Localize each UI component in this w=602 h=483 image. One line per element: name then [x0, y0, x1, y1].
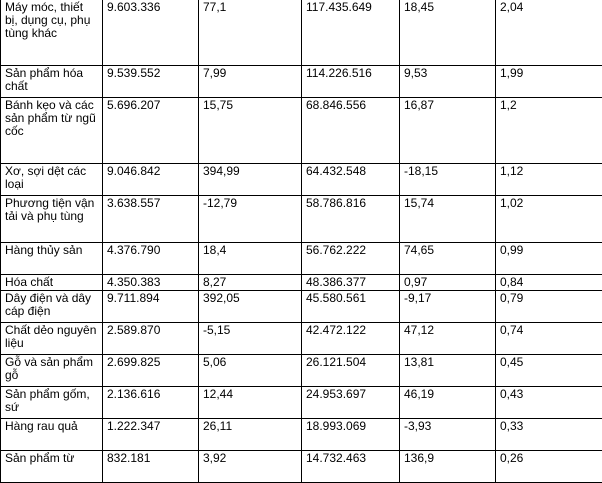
change-cell: 26,11: [199, 419, 302, 451]
share-cell: 0,74: [496, 323, 602, 355]
value-cell: 9.603.336: [103, 0, 199, 66]
cumulative-change-cell: 13,81: [400, 355, 496, 387]
change-cell: 7,99: [199, 66, 302, 98]
cumulative-change-cell: -3,93: [400, 419, 496, 451]
value-cell: 4.350.383: [103, 275, 199, 291]
product-name-cell: Bánh kẹo và các sản phẩm từ ngũ cốc: [1, 98, 103, 164]
change-cell: 392,05: [199, 291, 302, 323]
cumulative-value-cell: 18.993.069: [302, 419, 400, 451]
table-row: Xơ, sợi dệt các loại 9.046.842 394,99 64…: [1, 164, 602, 196]
product-name-cell: Xơ, sợi dệt các loại: [1, 164, 103, 196]
table-row: Gỗ và sản phẩm gỗ 2.699.825 5,06 26.121.…: [1, 355, 602, 387]
cumulative-change-cell: 9,53: [400, 66, 496, 98]
change-cell: -5,15: [199, 323, 302, 355]
table-row: Máy móc, thiết bị, dụng cụ, phụ tùng khá…: [1, 0, 602, 66]
cumulative-change-cell: 15,74: [400, 196, 496, 243]
product-name-cell: Sản phẩm gốm, sứ: [1, 387, 103, 419]
cumulative-value-cell: 58.786.816: [302, 196, 400, 243]
value-cell: 1.222.347: [103, 419, 199, 451]
change-cell: -12,79: [199, 196, 302, 243]
cumulative-value-cell: 14.732.463: [302, 451, 400, 483]
cumulative-change-cell: 0,97: [400, 275, 496, 291]
share-cell: 1,12: [496, 164, 602, 196]
table-row: Dây điện và dây cáp điện 9.711.894 392,0…: [1, 291, 602, 323]
product-name-cell: Hàng rau quả: [1, 419, 103, 451]
share-cell: 2,04: [496, 0, 602, 66]
table-row: Hàng thủy sản 4.376.790 18,4 56.762.222 …: [1, 243, 602, 275]
table-row: Sản phẩm gốm, sứ 2.136.616 12,44 24.953.…: [1, 387, 602, 419]
product-name-cell: Chất dẻo nguyên liệu: [1, 323, 103, 355]
change-cell: 394,99: [199, 164, 302, 196]
value-cell: 3.638.557: [103, 196, 199, 243]
cumulative-value-cell: 45.580.561: [302, 291, 400, 323]
cumulative-value-cell: 24.953.697: [302, 387, 400, 419]
cumulative-value-cell: 117.435.649: [302, 0, 400, 66]
change-cell: 77,1: [199, 0, 302, 66]
product-name-cell: Gỗ và sản phẩm gỗ: [1, 355, 103, 387]
product-name-cell: Hàng thủy sản: [1, 243, 103, 275]
value-cell: 832.181: [103, 451, 199, 483]
cumulative-value-cell: 26.121.504: [302, 355, 400, 387]
share-cell: 1,2: [496, 98, 602, 164]
share-cell: 0,43: [496, 387, 602, 419]
table-row: Hàng rau quả 1.222.347 26,11 18.993.069 …: [1, 419, 602, 451]
cumulative-value-cell: 42.472.122: [302, 323, 400, 355]
share-cell: 0,79: [496, 291, 602, 323]
share-cell: 0,84: [496, 275, 602, 291]
table-row: Hóa chất 4.350.383 8,27 48.386.377 0,97 …: [1, 275, 602, 291]
product-name-cell: Hóa chất: [1, 275, 103, 291]
cumulative-change-cell: 136,9: [400, 451, 496, 483]
value-cell: 9.539.552: [103, 66, 199, 98]
cumulative-change-cell: 74,65: [400, 243, 496, 275]
product-name-cell: Phương tiện vận tải và phụ tùng: [1, 196, 103, 243]
share-cell: 1,02: [496, 196, 602, 243]
value-cell: 5.696.207: [103, 98, 199, 164]
share-cell: 0,33: [496, 419, 602, 451]
cumulative-change-cell: 46,19: [400, 387, 496, 419]
share-cell: 0,26: [496, 451, 602, 483]
cumulative-value-cell: 48.386.377: [302, 275, 400, 291]
cumulative-value-cell: 64.432.548: [302, 164, 400, 196]
cumulative-value-cell: 56.762.222: [302, 243, 400, 275]
cumulative-change-cell: 47,12: [400, 323, 496, 355]
table-row: Phương tiện vận tải và phụ tùng 3.638.55…: [1, 196, 602, 243]
table-row: Bánh kẹo và các sản phẩm từ ngũ cốc 5.69…: [1, 98, 602, 164]
share-cell: 0,45: [496, 355, 602, 387]
cumulative-change-cell: -18,15: [400, 164, 496, 196]
table-row: Sản phẩm từ 832.181 3,92 14.732.463 136,…: [1, 451, 602, 483]
cumulative-value-cell: 68.846.556: [302, 98, 400, 164]
change-cell: 5,06: [199, 355, 302, 387]
change-cell: 15,75: [199, 98, 302, 164]
share-cell: 0,99: [496, 243, 602, 275]
value-cell: 2.136.616: [103, 387, 199, 419]
value-cell: 2.589.870: [103, 323, 199, 355]
cumulative-change-cell: -9,17: [400, 291, 496, 323]
change-cell: 18,4: [199, 243, 302, 275]
value-cell: 9.711.894: [103, 291, 199, 323]
share-cell: 1,99: [496, 66, 602, 98]
product-name-cell: Máy móc, thiết bị, dụng cụ, phụ tùng khá…: [1, 0, 103, 66]
value-cell: 2.699.825: [103, 355, 199, 387]
cumulative-change-cell: 16,87: [400, 98, 496, 164]
cumulative-value-cell: 114.226.516: [302, 66, 400, 98]
change-cell: 3,92: [199, 451, 302, 483]
product-name-cell: Sản phẩm hóa chất: [1, 66, 103, 98]
change-cell: 8,27: [199, 275, 302, 291]
product-name-cell: Dây điện và dây cáp điện: [1, 291, 103, 323]
value-cell: 9.046.842: [103, 164, 199, 196]
cumulative-change-cell: 18,45: [400, 0, 496, 66]
value-cell: 4.376.790: [103, 243, 199, 275]
table-row: Chất dẻo nguyên liệu 2.589.870 -5,15 42.…: [1, 323, 602, 355]
change-cell: 12,44: [199, 387, 302, 419]
product-name-cell: Sản phẩm từ: [1, 451, 103, 483]
table-row: Sản phẩm hóa chất 9.539.552 7,99 114.226…: [1, 66, 602, 98]
